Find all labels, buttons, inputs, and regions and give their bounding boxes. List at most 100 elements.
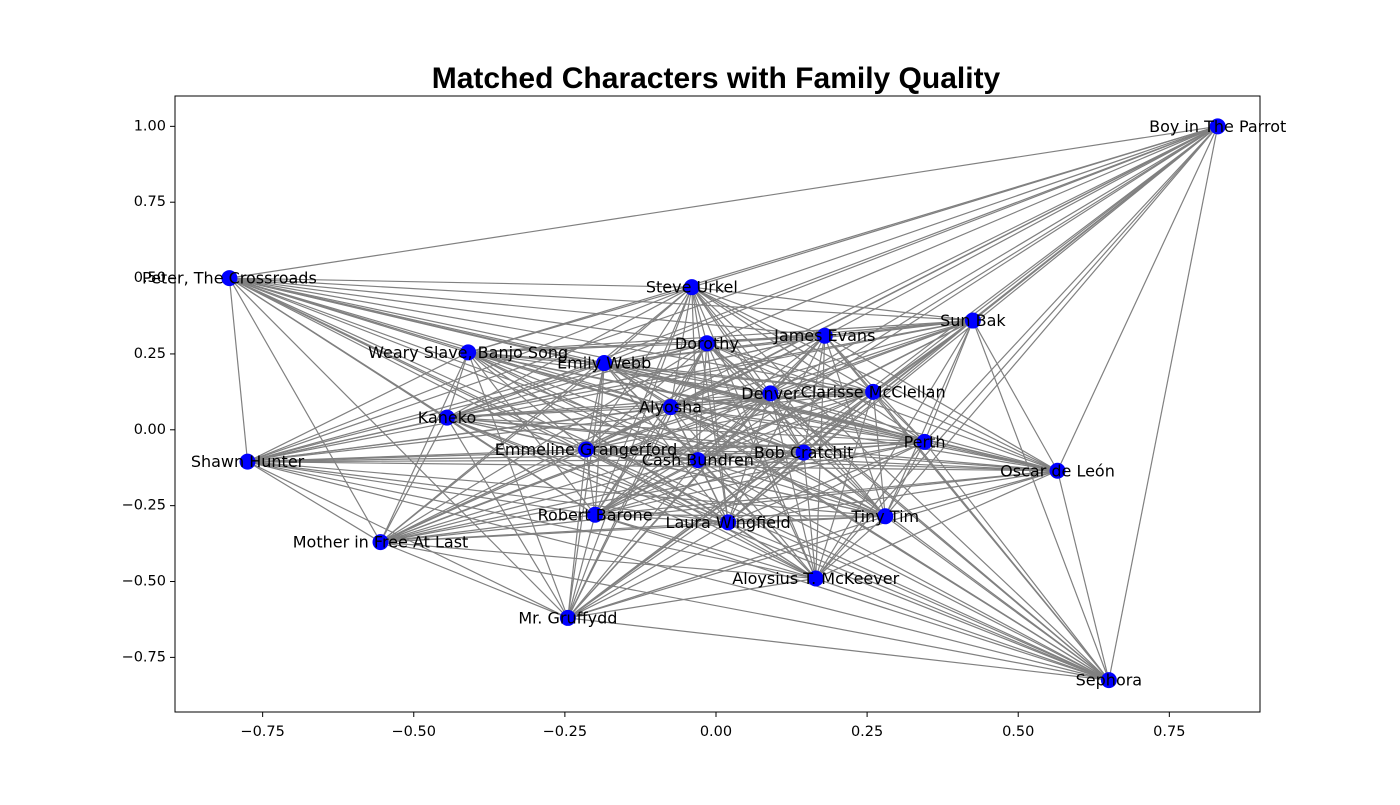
edge [585,391,874,451]
edge [603,125,1218,364]
edge [229,125,1218,279]
edge [972,320,1059,472]
node-label: Emmeline Grangerford [495,440,677,459]
edge [594,451,804,516]
edge [446,391,874,419]
edge [884,515,1110,681]
edge [380,541,569,619]
x-tick-label: 0.25 [851,724,883,740]
edge [824,335,886,517]
edge [670,319,974,408]
edge [706,342,886,517]
y-tick-label: −0.50 [122,574,166,590]
edge [379,417,448,543]
edge [567,577,816,619]
y-tick-label: 0.50 [134,270,166,286]
x-tick-label: 0.75 [1153,724,1185,740]
node-marker [964,312,981,329]
edge [670,406,925,443]
edge [884,441,926,517]
edge [229,277,708,344]
edge [247,461,596,516]
edge [697,459,729,523]
node-label: Cash Bundren [642,451,754,470]
edge [604,362,1058,472]
node-label: Perth [904,432,946,451]
x-tick-label: 0.50 [1002,724,1034,740]
edge [770,125,1218,394]
edge [1108,126,1219,681]
edge [691,286,874,393]
edge [247,461,816,580]
edge [691,287,699,461]
edge [380,392,771,543]
edge [585,448,817,580]
edge [594,514,1110,681]
edge [815,441,925,579]
edge [380,470,1058,543]
y-tick-label: 1.00 [134,118,166,134]
edge [567,521,729,619]
edge [872,391,1058,472]
edge [468,319,973,354]
edge [1056,126,1219,472]
edge [467,351,699,461]
edge [567,449,587,618]
edge [691,286,1058,472]
node-marker [578,441,595,458]
edge [229,277,874,393]
edge [594,286,693,515]
edge [585,448,729,523]
edge [446,362,605,419]
edge [706,343,729,523]
edge [467,351,804,454]
edge [884,320,974,517]
edge [727,521,817,579]
edge [567,459,699,619]
node-label: Sephora [1076,671,1142,690]
node-label: Robert Barone [538,505,653,524]
edge [468,351,874,393]
edge [247,417,448,463]
edge [247,406,671,463]
edge [691,286,825,337]
edge [467,352,596,516]
node-label: Shawn Hunter [191,452,305,471]
edge [706,342,1058,472]
edge [379,352,469,543]
node-marker [1209,118,1226,135]
node-marker [795,444,812,461]
edge [697,459,1110,681]
edge [247,342,708,463]
y-tick-label: 0.75 [134,194,166,210]
edge [467,286,692,353]
edge [670,406,886,517]
node-label: Oscar de León [1000,461,1115,480]
edge [706,125,1218,344]
edge [247,461,886,517]
edge [727,452,805,523]
chart-title: Matched Characters with Family Quality [432,62,1001,95]
edge [815,515,886,579]
edge [594,514,816,580]
node-marker [698,335,715,352]
x-tick-label: −0.75 [240,724,284,740]
edge [247,461,729,523]
node-label: Bob Cratchit [754,443,854,462]
edge [803,451,1058,472]
edge [446,406,671,419]
node-marker [587,506,604,523]
edge [604,362,771,394]
edge [468,351,671,408]
node-marker [720,514,737,531]
nodes-layer [221,118,1226,689]
node-marker [1100,672,1117,689]
edge [872,391,925,443]
edge [697,451,804,461]
edge [697,125,1219,461]
node-marker [559,609,576,626]
edge [446,417,1058,472]
edge [770,392,925,443]
edge [824,125,1218,337]
